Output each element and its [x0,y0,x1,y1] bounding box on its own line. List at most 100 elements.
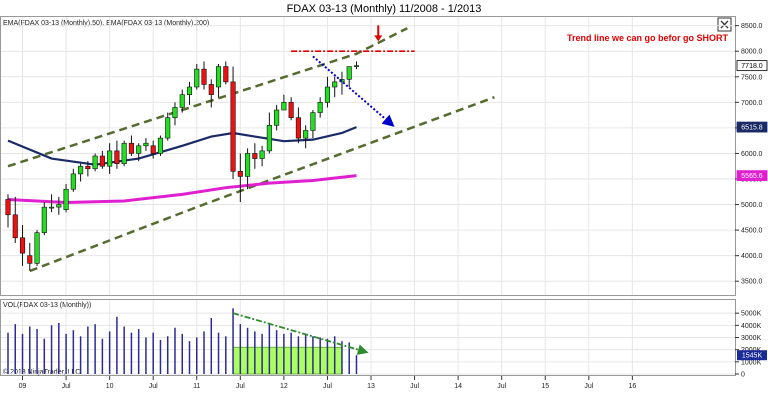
candle-body [92,155,98,170]
candle-body [288,102,294,118]
trend-channels [7,27,495,273]
candle-body [332,81,338,88]
lower-channel-line [29,96,495,273]
time-tick-label: 13 [367,383,375,390]
time-tick-label: Jul [323,383,332,390]
volume-tag [737,350,767,361]
time-tick-label: Jul [62,383,71,390]
candle-body [41,206,47,233]
candle-body [245,153,251,177]
candle-body [78,165,84,175]
price-tag-last [736,60,768,72]
time-tick-label: 16 [628,383,636,390]
price-tick-label: 8000.0 [741,49,763,56]
copyright-label: © 2013 NinjaTrader, LLC [3,368,80,376]
candle-body [56,204,62,208]
candle-body [230,81,236,172]
time-tick-label: Jul [584,383,593,390]
candle-body [346,66,352,80]
volume-trend-arrow [232,312,369,355]
candle-body [70,173,76,190]
volume-tick-label: 5000K [741,311,762,318]
volume-tag-label: 1545K [742,353,763,360]
price-tag-label-ema200: 5565.6 [741,173,763,180]
price-tick-label: 4000.0 [741,253,763,260]
short-marker-head [374,35,383,42]
price-tick-label: 3500.0 [741,279,763,286]
candle-body [215,66,222,88]
candle-body [186,86,193,95]
upper-channel-line [7,27,408,168]
annotations [291,25,415,127]
candle-body [201,68,207,85]
candle-body [150,145,156,154]
candle-body [27,255,33,264]
candle-body [324,86,330,103]
time-tick-label: 12 [280,383,288,390]
price-tick-label: 8500.0 [741,23,763,30]
price-tag-label-last: 7718.0 [741,63,763,70]
price-tags: 7718.0 6515.8 5565.6 1545K [736,60,768,361]
candle-body [63,188,69,210]
candle-body [121,142,127,164]
time-tick-label: Jul [149,383,158,390]
candle-body [266,125,272,152]
candle-body [252,153,258,159]
time-tick-label: 11 [193,383,200,390]
volume-panel-label: VOL(FDAX 03-13 (Monthly)) [3,302,91,309]
candle-body [157,137,164,154]
candle-body [107,150,113,167]
price-tick-label: 7500.0 [741,74,763,81]
candle-body [5,199,11,216]
volume-tick-label: 3000K [741,335,762,342]
candle-body [99,155,105,167]
price-tag-ema50 [736,121,768,133]
time-axis: 09 Jul 10 Jul 11 Jul 12 Jul 13 Jul 14 Jul 15 Jul 16 [19,376,636,390]
candle-body [237,171,243,177]
candle-body [223,66,229,83]
candle-body [303,130,309,139]
time-tick-label: Jul [236,383,245,390]
candle-body [85,165,91,170]
time-tick-label: 10 [106,383,114,390]
candles [5,61,360,271]
candle-body [295,117,301,139]
candle-body [179,94,185,108]
candle-body [274,109,280,126]
price-tick-label: 7000.0 [741,100,763,107]
volume-highlight-box [232,346,343,375]
candle-body [128,142,134,154]
projection-arrow [312,55,395,127]
candle-body [34,232,40,264]
candle-body [19,237,26,254]
volume-tick-label: 4000K [741,323,762,330]
candle-body [165,117,171,139]
candle-body [281,102,287,111]
candle-body [172,107,178,118]
candle-body [143,142,149,147]
volume-tick-label: 0 [741,372,745,379]
candle-body [353,65,360,67]
candle-body [49,206,55,209]
volume-tick-label: 1000K [741,359,762,366]
candle-body [12,214,18,239]
ema200-line [7,174,357,205]
time-tick-label: Jul [410,383,419,390]
annotation-text: Trend line we can go befor go SHORT [567,33,729,43]
time-tick-label: 09 [19,383,27,390]
candle-body [259,150,265,159]
candle-body [136,145,142,154]
candle-body [208,84,214,95]
price-tag-ema200 [736,170,768,182]
price-tick-label: 6000.0 [741,151,763,158]
time-tick-label: Jul [497,383,506,390]
chart-title: FDAX 03-13 (Monthly) 11/2008 - 1/2013 [287,3,482,15]
candle-body [114,150,120,164]
time-tick-label: 15 [541,383,549,390]
candle-body [194,68,200,88]
candle-body [317,102,323,113]
close-icon[interactable] [717,17,732,32]
price-tick-label: 4500.0 [741,228,763,235]
candle-body [310,112,316,131]
price-panel-frame [0,16,736,296]
